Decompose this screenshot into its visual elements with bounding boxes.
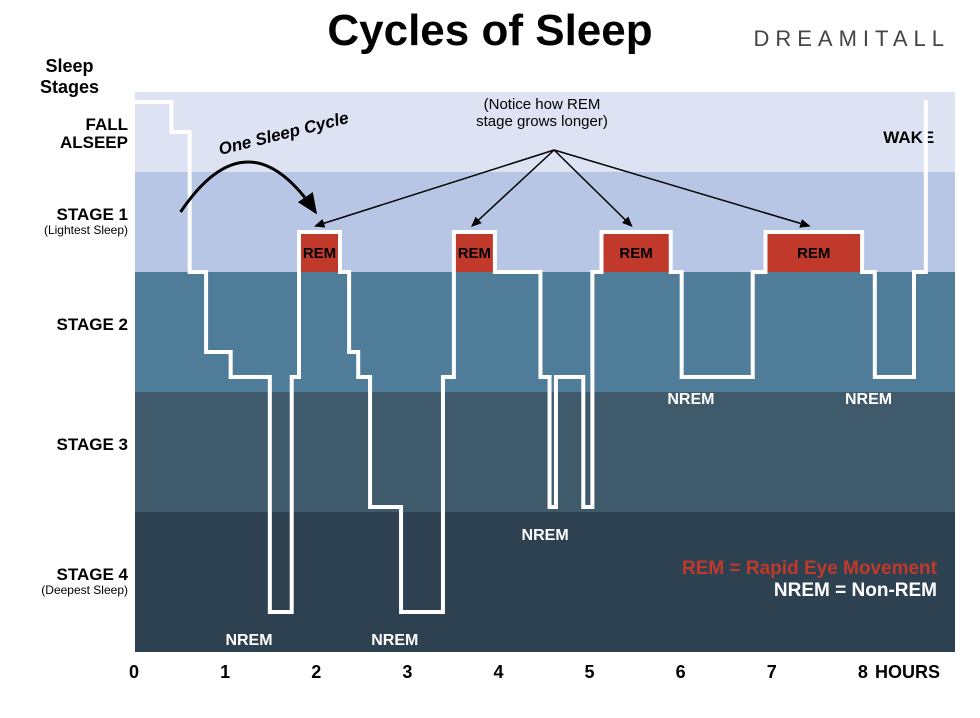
rem-box-2: REM: [601, 234, 670, 272]
nrem-label-0: NREM: [225, 632, 272, 650]
nrem-label-2: NREM: [522, 527, 569, 545]
xtick-2: 2: [311, 662, 321, 683]
x-axis-label: HOURS: [875, 662, 940, 683]
ylabel-stage3: STAGE 3: [0, 436, 128, 454]
band-stage2: [135, 272, 955, 392]
nrem-label-3: NREM: [667, 391, 714, 409]
brand-logo: DREAMITALL: [753, 26, 950, 52]
y-axis-title: SleepStages: [40, 56, 99, 97]
band-stage3: [135, 392, 955, 512]
xtick-1: 1: [220, 662, 230, 683]
legend: REM = Rapid Eye MovementNREM = Non-REM: [682, 558, 937, 602]
xtick-7: 7: [767, 662, 777, 683]
nrem-label-1: NREM: [371, 632, 418, 650]
ylabel-stage2: STAGE 2: [0, 316, 128, 334]
rem-box-3: REM: [765, 234, 862, 272]
xtick-4: 4: [493, 662, 503, 683]
rem-box-0: REM: [299, 234, 340, 272]
xtick-0: 0: [129, 662, 139, 683]
xtick-6: 6: [676, 662, 686, 683]
xtick-3: 3: [402, 662, 412, 683]
legend-rem: REM = Rapid Eye Movement: [682, 558, 937, 580]
ylabel-fall: FALLALSEEP: [0, 116, 128, 152]
nrem-label-4: NREM: [845, 391, 892, 409]
legend-nrem: NREM = Non-REM: [682, 580, 937, 602]
ylabel-stage1: STAGE 1(Lightest Sleep): [0, 206, 128, 236]
plot-area: REM REM REM REM NREM NREM NREM NREM NREM REM = Ra…: [135, 92, 955, 652]
xtick-5: 5: [585, 662, 595, 683]
ylabel-stage4: STAGE 4(Deepest Sleep): [0, 566, 128, 596]
annotation-rem-growth: (Notice how REMstage grows longer): [476, 96, 608, 131]
rem-box-1: REM: [454, 234, 495, 272]
wake-label: WAKE: [883, 128, 934, 148]
xtick-8: 8: [858, 662, 868, 683]
